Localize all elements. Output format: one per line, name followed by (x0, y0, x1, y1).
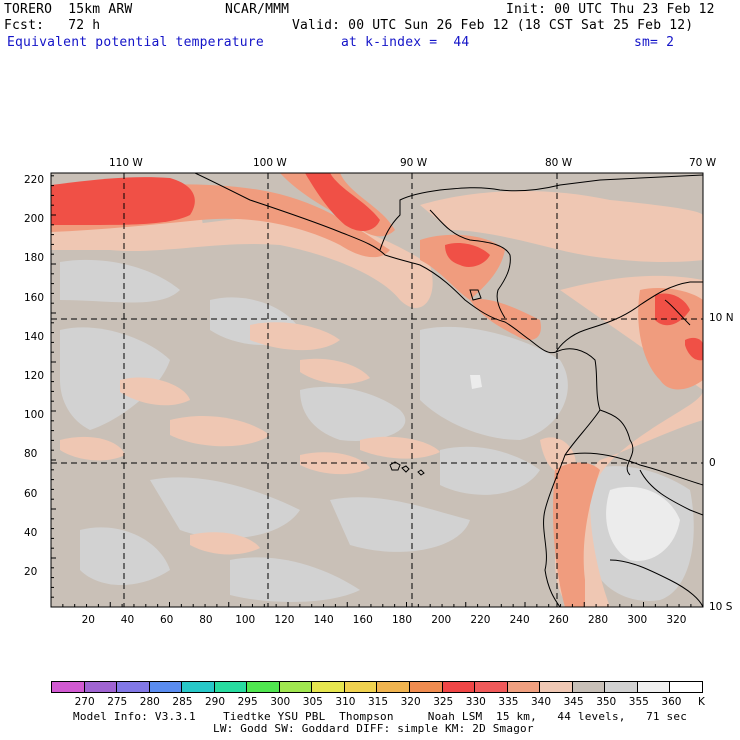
y-tick-label: 200 (24, 213, 45, 226)
smoothing-info: sm= 2 (634, 35, 675, 50)
y-tick-label: 120 (24, 370, 45, 382)
colorbar-label: 340 (531, 696, 552, 708)
colorbar-label: 285 (172, 696, 193, 708)
y-tick-label: 80 (24, 448, 38, 461)
y-tick-label: 160 (24, 291, 45, 304)
y-tick-label: 220 (24, 174, 45, 186)
x-tick-label: 100 (235, 614, 256, 626)
x-tick-label: 220 (470, 614, 491, 626)
x-tick-label: 140 (313, 614, 334, 626)
x-tick-label: 160 (352, 614, 373, 626)
colorbar-label: 345 (563, 696, 584, 708)
lat-label: 10 S (709, 601, 733, 613)
colorbar-swatch (475, 682, 508, 692)
forecast-hour: Fcst: 72 h (4, 18, 101, 33)
colorbar-swatch (279, 682, 313, 692)
model-info: Model Info: V3.3.1 Tiedtke YSU PBL Thomp… (73, 710, 688, 723)
colorbar-swatch (117, 682, 150, 692)
lon-label: 80 W (545, 157, 573, 169)
colorbar-label: 350 (596, 696, 617, 708)
colorbar-swatch (410, 682, 443, 692)
colorbar-label: 300 (270, 696, 291, 708)
colorbar-swatch (637, 682, 671, 692)
center-name: NCAR/MMM (225, 2, 290, 17)
colorbar-swatch (670, 682, 702, 692)
field-name: Equivalent potential temperature (7, 35, 264, 50)
colorbar-swatch (214, 682, 248, 692)
colorbar-swatch (442, 682, 476, 692)
colorbar-swatch (52, 682, 85, 692)
y-tick-label: 40 (24, 526, 38, 539)
lon-label: 100 W (253, 157, 287, 169)
lat-label: 0 (709, 457, 716, 469)
colorbar-label: 310 (335, 696, 356, 708)
axis-ticks (50, 175, 692, 608)
x-tick-label: 20 (81, 614, 95, 626)
colorbar-label: 360 (661, 696, 682, 708)
colorbar-label: 335 (498, 696, 519, 708)
y-tick-label: 140 (24, 330, 45, 343)
colorbar-unit: K (698, 696, 705, 708)
graticule (51, 173, 703, 607)
lat-label: 10 N (709, 312, 734, 324)
x-tick-label: 80 (199, 614, 213, 626)
contour-fill (51, 173, 703, 607)
colorbar-swatch (149, 682, 183, 692)
colorbar-swatch (507, 682, 541, 692)
coastlines (194, 173, 703, 607)
colorbar-swatch (344, 682, 378, 692)
lon-label: 70 W (689, 157, 717, 169)
x-tick-label: 180 (392, 614, 413, 626)
colorbar-swatch (84, 682, 118, 692)
y-tick-label: 60 (24, 487, 38, 500)
valid-time: Valid: 00 UTC Sun 26 Feb 12 (18 CST Sat … (292, 18, 694, 33)
x-tick-label: 40 (120, 614, 135, 626)
colorbar-label: 280 (139, 696, 160, 708)
x-tick-label: 60 (160, 614, 174, 626)
y-tick-label: 20 (24, 566, 38, 578)
level-info: at k-index = 44 (341, 35, 470, 50)
x-tick-label: 240 (509, 614, 530, 626)
colorbar-swatch (312, 682, 345, 692)
colorbar-label: 325 (433, 696, 454, 708)
colorbar-label: 330 (465, 696, 486, 708)
colorbar-label: 290 (205, 696, 226, 708)
lon-label: 110 W (109, 157, 143, 169)
init-time: Init: 00 UTC Thu 23 Feb 12 (506, 2, 715, 17)
colorbar-swatch (247, 682, 280, 692)
lon-label: 90 W (400, 157, 428, 169)
x-tick-label: 120 (274, 614, 295, 626)
x-tick-label: 200 (431, 614, 452, 626)
colorbar-label: 320 (400, 696, 421, 708)
y-tick-label: 100 (24, 409, 45, 422)
map-frame (50, 172, 704, 608)
x-tick-label: 260 (548, 614, 569, 626)
model-name: TORERO 15km ARW (4, 2, 133, 17)
colorbar-swatch (605, 682, 638, 692)
colorbar-swatch (377, 682, 411, 692)
colorbar-label: 270 (74, 696, 95, 708)
colorbar-swatch (182, 682, 215, 692)
colorbar-label: 295 (237, 696, 258, 708)
colorbar-swatch (540, 682, 573, 692)
physics-info: LW: Godd SW: Goddard DIFF: simple KM: 2D… (213, 722, 534, 735)
x-tick-label: 300 (627, 614, 648, 626)
colorbar-label: 305 (302, 696, 323, 708)
colorbar-label: 315 (368, 696, 389, 708)
x-tick-label: 280 (588, 614, 609, 626)
y-tick-label: 180 (24, 252, 45, 265)
colorbar-label: 275 (107, 696, 128, 708)
colorbar-swatch (572, 682, 606, 692)
x-tick-label: 320 (666, 614, 687, 626)
colorbar-label: 355 (628, 696, 649, 708)
colorbar (51, 681, 703, 693)
